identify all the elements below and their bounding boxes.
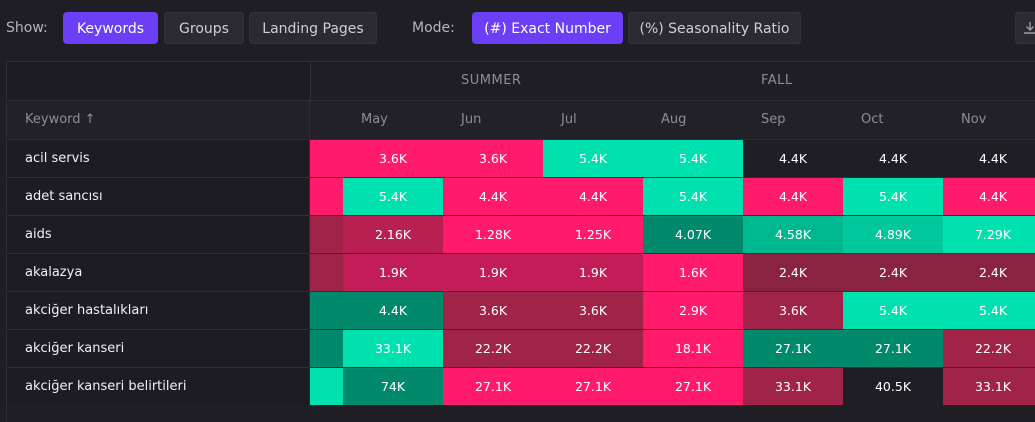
volume-cell: 4.4K [943,178,1035,215]
volume-cell: 4.4K [743,140,843,177]
show-label: Show: [6,20,48,36]
month-header-may[interactable]: May [361,112,388,127]
volume-cell: 5.4K [643,178,743,215]
download-icon [1024,22,1035,34]
table-row[interactable]: akciğer kanseri 33.1K 22.2K 22.2K 18.1K … [7,329,1035,367]
volume-cell: 3.6K [543,292,643,329]
table-row[interactable]: akciğer hastalıkları 4.4K 3.6K 3.6K 2.9K… [7,291,1035,329]
month-header-row: Keyword ↑ May Jun Jul Aug Sep Oct Nov [7,100,1035,139]
volume-cell: 4.4K [343,292,443,329]
table-row[interactable]: akalazya 1.9K 1.9K 1.9K 1.6K 2.4K 2.4K 2… [7,253,1035,291]
month-header-jun[interactable]: Jun [461,112,482,127]
volume-cell: 5.4K [943,292,1035,329]
volume-cell: 4.4K [843,140,943,177]
volume-cell: 4.89K [843,216,943,253]
volume-cell: 22.2K [443,330,543,367]
seasonality-ratio-button[interactable]: (%) Seasonality Ratio [628,12,801,44]
volume-cell: 22.2K [543,330,643,367]
groups-button[interactable]: Groups [164,12,244,44]
table-row[interactable]: acil servis 3.6K 3.6K 5.4K 5.4K 4.4K 4.4… [7,139,1035,177]
volume-cell: 40.5K [843,368,943,405]
volume-cell: 2.16K [343,216,443,253]
toolbar: Show: Keywords Groups Landing Pages Mode… [0,0,1035,56]
volume-cell: 1.25K [543,216,643,253]
volume-cell: 5.4K [343,178,443,215]
download-button[interactable] [1015,12,1035,44]
keyword-cell[interactable]: akciğer hastalıkları [7,292,310,329]
keywords-button[interactable]: Keywords [63,12,158,44]
volume-cell: 33.1K [943,368,1035,405]
keyword-cell[interactable]: adet sancısı [7,178,310,215]
volume-cell: 18.1K [643,330,743,367]
volume-cell: 1.6K [643,254,743,291]
volume-cell: 2.4K [743,254,843,291]
month-header-aug[interactable]: Aug [661,112,687,127]
exact-number-button[interactable]: (#) Exact Number [472,12,623,44]
month-header-oct[interactable]: Oct [861,112,884,127]
landing-pages-button[interactable]: Landing Pages [249,12,377,44]
volume-cell: 3.6K [443,140,543,177]
month-header-sep[interactable]: Sep [761,112,786,127]
volume-cell: 4.4K [943,140,1035,177]
season-summer: SUMMER [461,73,522,88]
volume-cell: 5.4K [843,292,943,329]
volume-cell: 27.1K [743,330,843,367]
seasonality-table: SUMMER FALL Keyword ↑ May Jun Jul Aug Se… [6,61,1035,422]
volume-cell: 4.4K [543,178,643,215]
month-header-nov[interactable]: Nov [961,112,987,127]
keyword-header-label: Keyword ↑ [25,112,96,127]
keyword-column-header[interactable]: Keyword ↑ [7,101,310,139]
volume-cell: 27.1K [643,368,743,405]
volume-cell: 1.28K [443,216,543,253]
volume-cell: 22.2K [943,330,1035,367]
mode-label: Mode: [412,20,455,36]
volume-cell: 4.07K [643,216,743,253]
volume-cell: 5.4K [543,140,643,177]
volume-cell: 4.4K [443,178,543,215]
volume-cell: 27.1K [843,330,943,367]
volume-cell: 4.58K [743,216,843,253]
table-row[interactable]: aids 2.16K 1.28K 1.25K 4.07K 4.58K 4.89K… [7,215,1035,253]
volume-cell: 2.4K [843,254,943,291]
volume-cell: 3.6K [343,140,443,177]
volume-cell: 27.1K [443,368,543,405]
volume-cell: 74K [343,368,443,405]
season-fall: FALL [761,73,793,88]
volume-cell: 1.9K [443,254,543,291]
month-header-jul[interactable]: Jul [561,112,577,127]
keyword-cell[interactable]: akalazya [7,254,310,291]
volume-cell: 27.1K [543,368,643,405]
volume-cell: 7.29K [943,216,1035,253]
table-row[interactable]: adet sancısı 5.4K 4.4K 4.4K 5.4K 4.4K 5.… [7,177,1035,215]
keyword-cell[interactable]: aids [7,216,310,253]
volume-cell: 2.9K [643,292,743,329]
volume-cell: 5.4K [843,178,943,215]
volume-cell: 3.6K [743,292,843,329]
table-row[interactable]: akciğer kanseri belirtileri 74K 27.1K 27… [7,367,1035,405]
volume-cell: 5.4K [643,140,743,177]
volume-cell: 3.6K [443,292,543,329]
keyword-cell[interactable]: acil servis [7,140,310,177]
volume-cell: 33.1K [743,368,843,405]
season-header-row: SUMMER FALL [7,62,1035,100]
volume-cell: 1.9K [543,254,643,291]
keyword-cell[interactable]: akciğer kanseri belirtileri [7,368,310,405]
keyword-cell[interactable]: akciğer kanseri [7,330,310,367]
volume-cell: 33.1K [343,330,443,367]
volume-cell: 2.4K [943,254,1035,291]
volume-cell: 1.9K [343,254,443,291]
volume-cell: 4.4K [743,178,843,215]
